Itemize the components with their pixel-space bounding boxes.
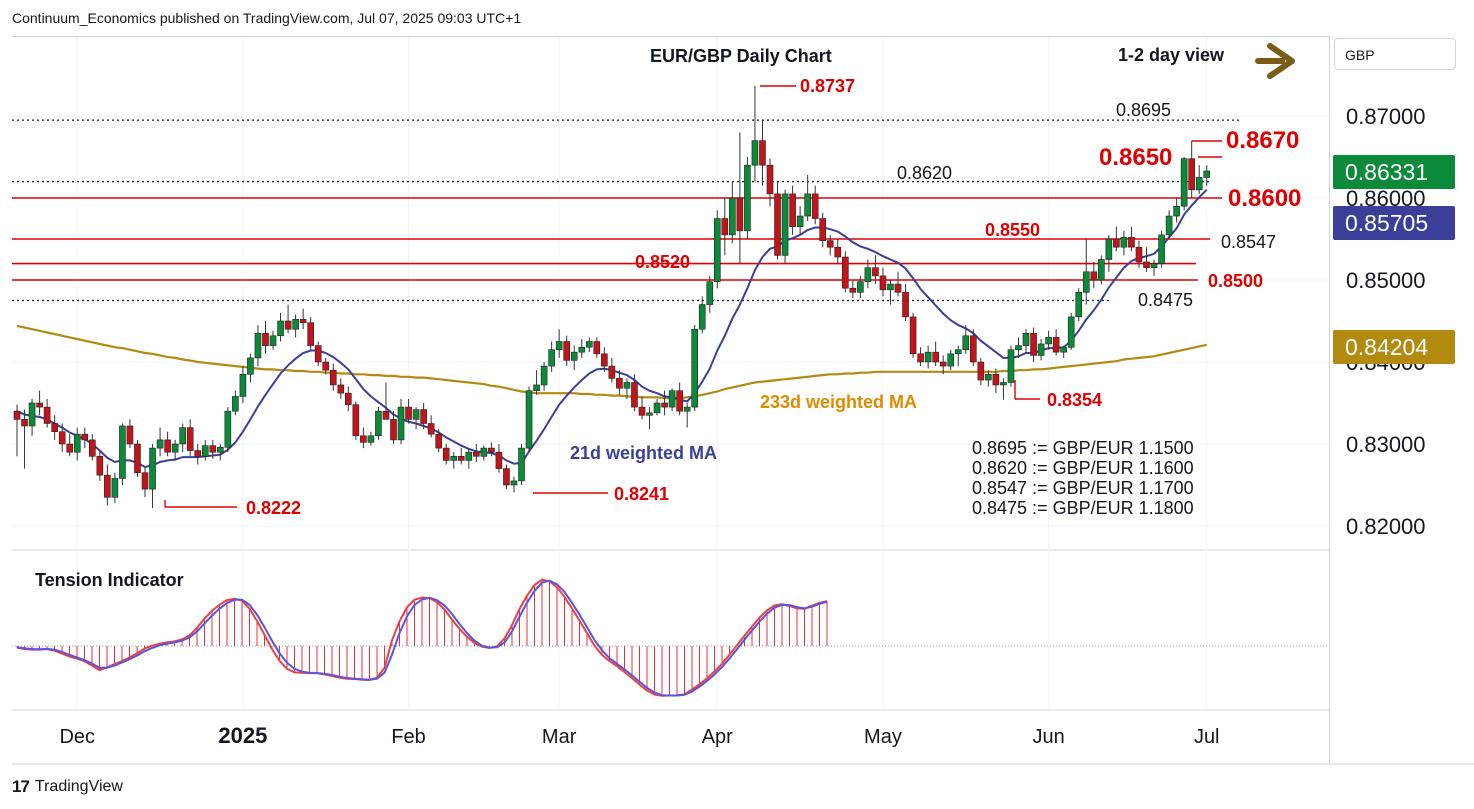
tension-fast-line — [16, 578, 828, 697]
y-tick: 0.83000 — [1346, 432, 1426, 457]
tension-indicator-title: Tension Indicator — [35, 570, 184, 590]
y-tick: 0.82000 — [1346, 514, 1426, 539]
x-tick-label: Jul — [1194, 726, 1220, 748]
x-tick-label: 2025 — [218, 723, 267, 748]
y-tick: 0.85000 — [1346, 268, 1426, 293]
x-tick-label: Mar — [542, 726, 577, 748]
tradingview-brand: TradingView — [34, 778, 123, 795]
price-scale[interactable] — [1329, 36, 1474, 764]
x-tick-label: Apr — [702, 726, 733, 748]
publisher-header: Continuum_Economics published on Trading… — [12, 10, 522, 26]
x-tick-label: Dec — [59, 726, 95, 748]
main-pane-frame — [12, 36, 1329, 551]
x-tick-label: Feb — [391, 726, 425, 748]
ma233-value-badge: 0.84204 — [1333, 330, 1455, 364]
y-tick: 0.87000 — [1346, 104, 1426, 129]
tradingview-logo-icon: 17 — [12, 777, 30, 796]
tension-slow-line — [16, 579, 828, 697]
last-price-badge: 0.86331 — [1333, 155, 1455, 189]
x-tick-label: May — [864, 726, 902, 748]
x-tick-label: Jun — [1032, 726, 1064, 748]
ma21-value-badge: 0.85705 — [1333, 206, 1455, 240]
tradingview-footer[interactable]: 17 TradingView — [12, 777, 123, 797]
symbol-currency-box[interactable]: GBP — [1334, 38, 1456, 70]
